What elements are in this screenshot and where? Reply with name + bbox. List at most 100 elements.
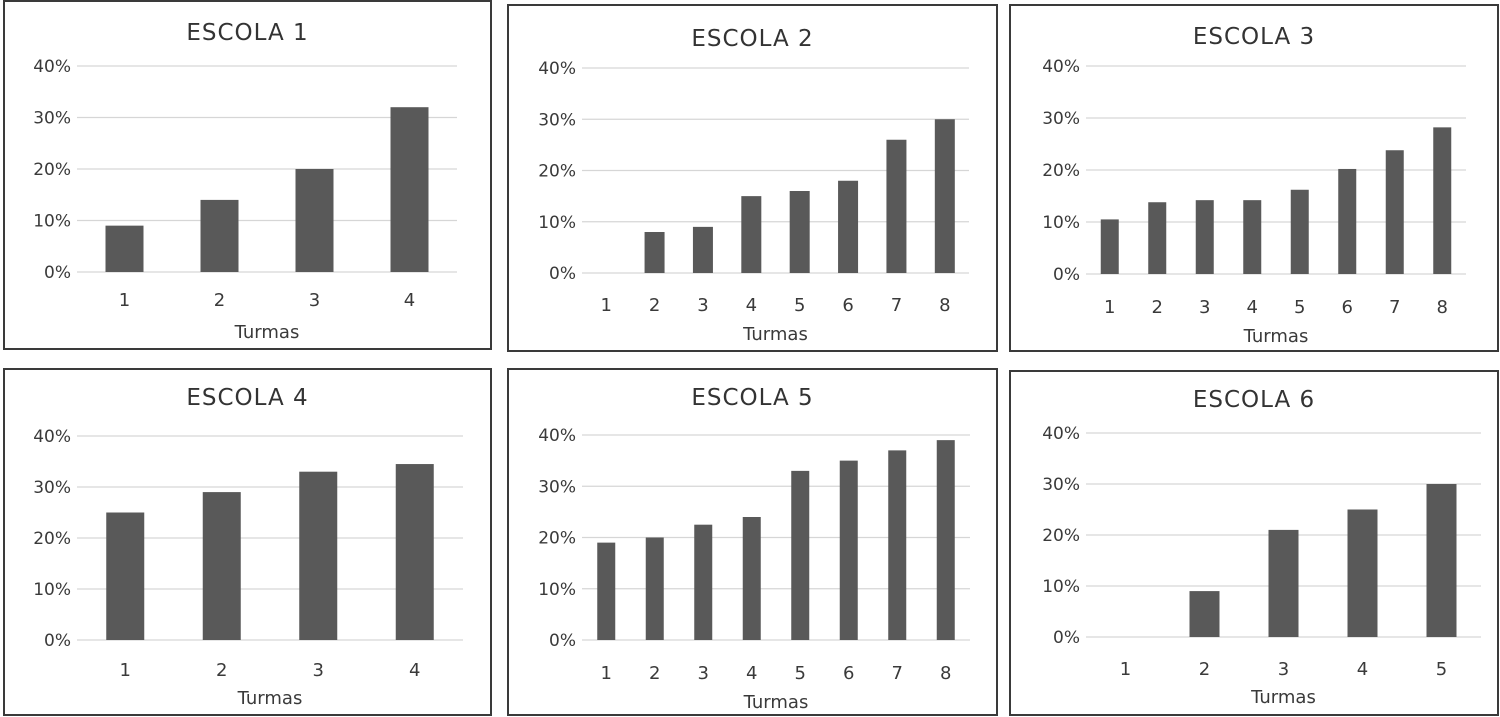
chart-svg: ESCOLA 3 0% 10% 20% 30% 40% 1 2 3 4 5 6 7 8 Turmas — [1042, 24, 1466, 347]
x-tick-label: 2 — [216, 660, 227, 681]
chart-svg: ESCOLA 2 0% 10% 20% 30% 40% 1 2 3 4 5 6 7 8 Turmas — [538, 26, 969, 345]
y-tick-label: 30% — [538, 110, 576, 130]
chart-svg: ESCOLA 1 0% 10% 20% 30% 40% 1 2 3 4 Turmas — [33, 20, 457, 343]
bar — [299, 471, 338, 640]
bar — [644, 232, 665, 273]
x-tick-label: 6 — [1342, 297, 1353, 318]
x-axis-label: Turmas — [1250, 687, 1316, 708]
chart-panel-escola-3: ESCOLA 3 0% 10% 20% 30% 40% 1 2 3 4 5 6 7 8 Turmas — [1009, 4, 1499, 352]
x-tick-label: 3 — [313, 660, 324, 681]
bar — [692, 226, 713, 273]
y-tick-label: 30% — [33, 478, 71, 498]
bar — [791, 470, 810, 640]
x-tick-label: 5 — [794, 295, 805, 316]
x-tick-label: 4 — [746, 663, 757, 684]
bar — [1338, 168, 1357, 274]
x-tick-label: 1 — [1120, 659, 1131, 680]
x-tick-label: 4 — [409, 660, 420, 681]
y-tick-label: 40% — [538, 59, 576, 79]
chart-svg: ESCOLA 4 0% 10% 20% 30% 40% 1 2 3 4 Turmas — [33, 385, 463, 709]
y-tick-label: 30% — [1042, 109, 1080, 129]
chart-title: ESCOLA 2 — [691, 26, 813, 52]
bar — [1100, 219, 1119, 274]
x-axis-label: Turmas — [234, 322, 300, 343]
bar — [838, 180, 859, 273]
x-tick-label: 1 — [1104, 297, 1115, 318]
x-tick-label: 1 — [601, 663, 612, 684]
bar — [200, 199, 239, 272]
bar — [645, 537, 664, 640]
y-tick-label: 20% — [1042, 526, 1080, 546]
x-tick-label: 1 — [120, 660, 131, 681]
x-tick-label: 8 — [1437, 297, 1448, 318]
bar — [1433, 127, 1452, 274]
x-tick-label: 5 — [1436, 659, 1447, 680]
x-tick-label: 1 — [119, 290, 130, 311]
x-tick-label: 4 — [746, 295, 757, 316]
y-tick-label: 0% — [1053, 265, 1080, 285]
y-tick-label: 10% — [538, 580, 576, 600]
x-tick-label: 7 — [892, 663, 903, 684]
y-tick-label: 10% — [33, 580, 71, 600]
bar — [202, 492, 241, 640]
x-tick-label: 6 — [843, 663, 854, 684]
x-tick-label: 8 — [940, 663, 951, 684]
x-tick-label: 4 — [1357, 659, 1368, 680]
bar — [105, 225, 144, 272]
y-tick-label: 40% — [1042, 424, 1080, 444]
bar — [694, 524, 713, 640]
chart-title: ESCOLA 4 — [186, 385, 308, 411]
bar — [888, 450, 907, 640]
y-tick-label: 20% — [1042, 161, 1080, 181]
chart-title: ESCOLA 5 — [691, 385, 813, 411]
chart-panel-escola-5: ESCOLA 5 0% 10% 20% 30% 40% 1 2 3 4 5 6 7 8 Turmas — [507, 368, 998, 716]
x-tick-label: 3 — [1278, 659, 1289, 680]
x-tick-label: 2 — [1199, 659, 1210, 680]
x-tick-label: 7 — [891, 295, 902, 316]
x-tick-label: 5 — [795, 663, 806, 684]
y-tick-label: 20% — [538, 162, 576, 182]
x-axis-label: Turmas — [1243, 326, 1309, 347]
y-tick-label: 10% — [1042, 213, 1080, 233]
bar — [390, 107, 429, 272]
x-tick-label: 3 — [698, 663, 709, 684]
bar — [1385, 150, 1404, 274]
x-tick-label: 7 — [1389, 297, 1400, 318]
x-tick-label: 1 — [600, 295, 611, 316]
x-tick-label: 4 — [1247, 297, 1258, 318]
bar — [886, 139, 907, 273]
x-axis-label: Turmas — [237, 688, 303, 709]
chart-panel-escola-4: ESCOLA 4 0% 10% 20% 30% 40% 1 2 3 4 Turmas — [3, 368, 492, 716]
bar — [1243, 200, 1262, 274]
bar — [1426, 484, 1457, 637]
x-tick-label: 6 — [842, 295, 853, 316]
bar — [936, 440, 955, 640]
chart-panel-escola-1: ESCOLA 1 0% 10% 20% 30% 40% 1 2 3 4 Turmas — [3, 0, 492, 350]
bar — [934, 119, 955, 273]
chart-svg: ESCOLA 6 0% 10% 20% 30% 40% 1 2 3 4 5 Turmas — [1042, 387, 1481, 708]
chart-panel-escola-2: ESCOLA 2 0% 10% 20% 30% 40% 1 2 3 4 5 6 7 8 Turmas — [507, 4, 998, 352]
x-tick-label: 2 — [1152, 297, 1163, 318]
bar — [1195, 200, 1214, 274]
y-tick-label: 40% — [538, 426, 576, 446]
x-tick-label: 4 — [404, 290, 415, 311]
y-tick-label: 20% — [33, 160, 71, 180]
y-tick-label: 10% — [33, 212, 71, 232]
bar — [1268, 529, 1299, 637]
x-tick-label: 5 — [1294, 297, 1305, 318]
chart-svg: ESCOLA 5 0% 10% 20% 30% 40% 1 2 3 4 5 6 7 8 Turmas — [538, 385, 970, 713]
bar — [741, 196, 762, 273]
chart-title: ESCOLA 3 — [1193, 24, 1315, 50]
bar — [1148, 202, 1167, 274]
x-tick-label: 8 — [939, 295, 950, 316]
bar — [742, 517, 761, 640]
x-tick-label: 2 — [649, 663, 660, 684]
y-tick-label: 0% — [44, 631, 71, 651]
bar — [789, 191, 810, 273]
bar — [295, 169, 334, 272]
x-axis-label: Turmas — [743, 692, 809, 713]
x-tick-label: 3 — [1199, 297, 1210, 318]
y-tick-label: 40% — [33, 427, 71, 447]
bar — [597, 542, 616, 640]
x-tick-label: 2 — [214, 290, 225, 311]
